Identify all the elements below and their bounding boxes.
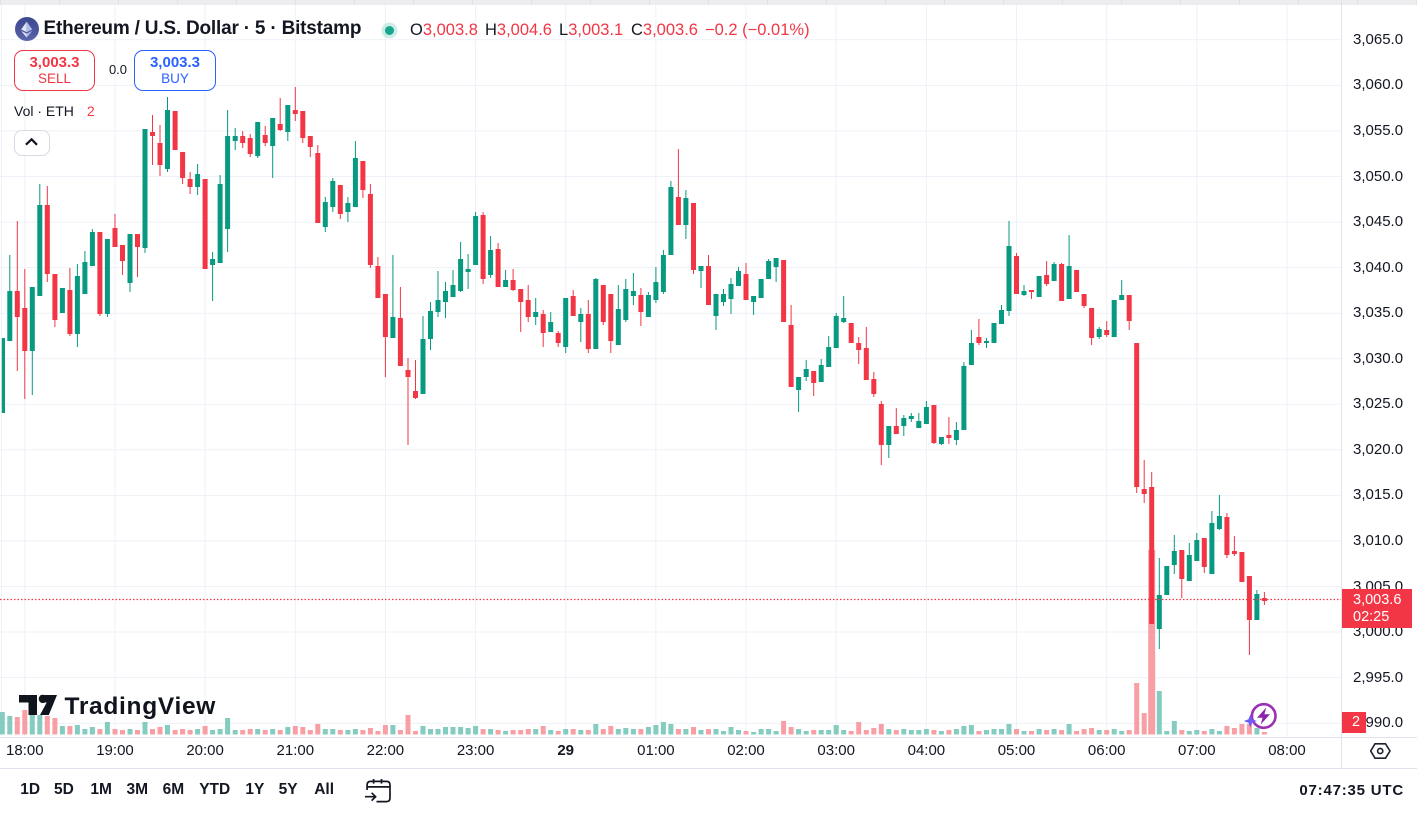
- svg-text:TradingView: TradingView: [65, 693, 217, 720]
